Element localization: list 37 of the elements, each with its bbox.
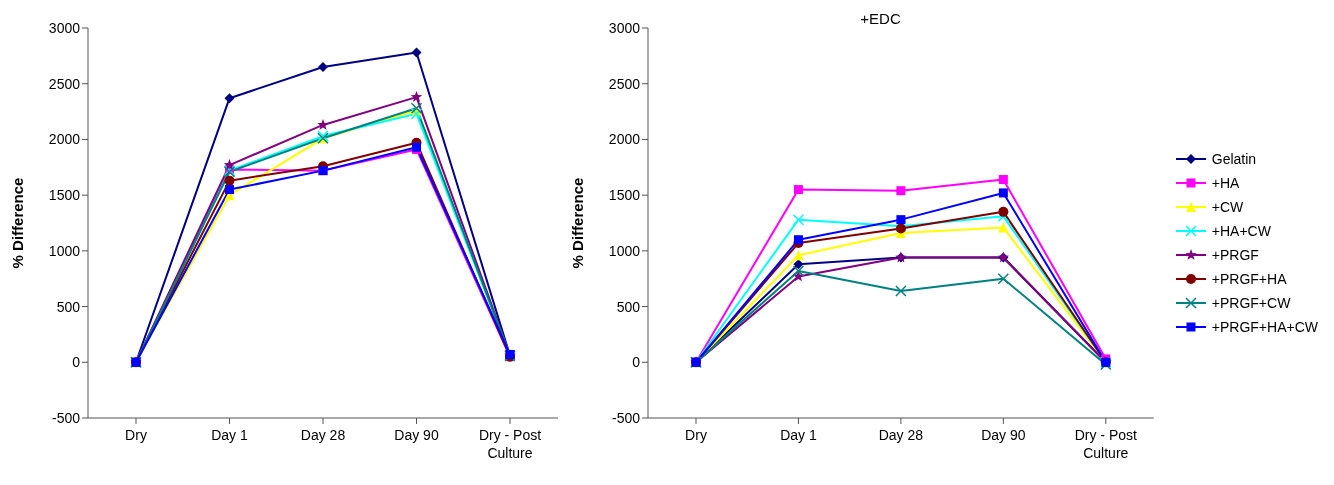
y-tick-label: 1500 [48, 187, 81, 204]
y-tick-label: 3000 [48, 19, 81, 36]
y-tick-label: 1000 [608, 242, 641, 259]
y-tick-label: 2500 [608, 75, 641, 92]
y-tick-label: 0 [632, 354, 641, 371]
y-axis-title: % Difference [569, 177, 587, 269]
legend-label: +PRGF+CW [1211, 295, 1291, 311]
x-tick-label: Dry [685, 427, 707, 443]
y-tick-label: 500 [56, 298, 81, 315]
x-tick-label: Dry [125, 427, 147, 443]
x-tick-label: Day 28 [300, 427, 346, 443]
y-tick-label: 1000 [48, 242, 81, 259]
x-tick-label: Day 1 [211, 427, 248, 443]
y-axis-title: % Difference [9, 177, 27, 269]
y-tick-label: 2500 [48, 75, 81, 92]
x-tick-label: Day 28 [878, 427, 924, 443]
y-tick-label: 0 [72, 354, 81, 371]
x-tick-label: Dry - Post Culture [1074, 427, 1138, 461]
y-tick-label: 500 [616, 298, 641, 315]
chart-title: +EDC [859, 10, 902, 27]
x-tick-label: Day 90 [981, 427, 1026, 443]
legend-label: +CW [1211, 199, 1244, 215]
y-tick-label: 1500 [608, 187, 641, 204]
y-tick-label: -500 [51, 409, 81, 426]
x-tick-label: Day 1 [780, 427, 817, 443]
legend-label: +PRGF+HA+CW [1211, 319, 1318, 335]
legend-label: +PRGF+HA [1211, 271, 1287, 287]
y-tick-label: 2000 [608, 131, 641, 148]
legend-label: +HA+CW [1211, 223, 1271, 239]
legend-label: +HA [1211, 175, 1240, 191]
x-tick-label: Day 90 [394, 427, 439, 443]
legend-label: +PRGF [1211, 247, 1259, 263]
y-tick-label: 2000 [48, 131, 81, 148]
x-tick-label: Dry - Post Culture [478, 427, 542, 461]
y-tick-label: 3000 [608, 19, 641, 36]
y-tick-label: -500 [611, 409, 641, 426]
legend-label: Gelatin [1211, 151, 1257, 167]
